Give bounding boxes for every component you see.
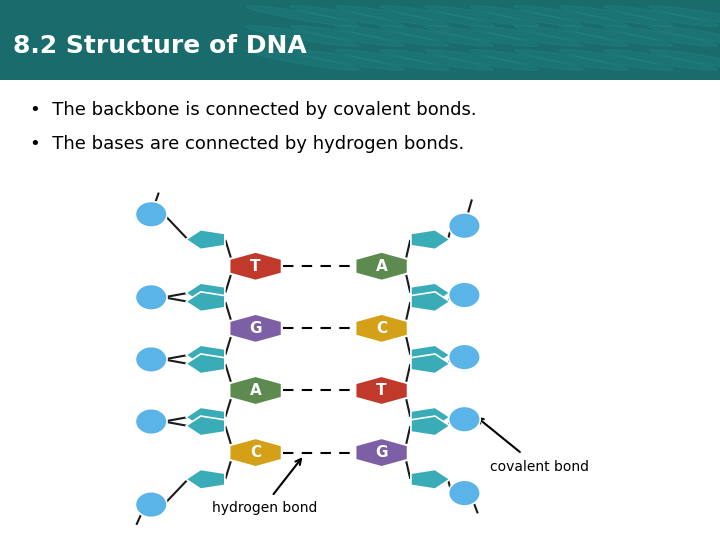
Polygon shape bbox=[411, 292, 450, 312]
Ellipse shape bbox=[604, 50, 717, 70]
Ellipse shape bbox=[336, 5, 449, 26]
Polygon shape bbox=[230, 252, 282, 281]
Text: 8.2 Structure of DNA: 8.2 Structure of DNA bbox=[13, 35, 307, 58]
Ellipse shape bbox=[515, 5, 628, 26]
Ellipse shape bbox=[469, 50, 583, 70]
Text: C: C bbox=[376, 321, 387, 336]
Ellipse shape bbox=[291, 5, 404, 26]
Ellipse shape bbox=[246, 5, 359, 26]
Ellipse shape bbox=[336, 25, 449, 46]
Text: covalent bond: covalent bond bbox=[490, 460, 590, 474]
Polygon shape bbox=[356, 376, 408, 405]
Polygon shape bbox=[186, 345, 225, 365]
Ellipse shape bbox=[649, 50, 720, 70]
Ellipse shape bbox=[559, 50, 672, 70]
Polygon shape bbox=[411, 345, 450, 365]
Text: C: C bbox=[250, 445, 261, 460]
Ellipse shape bbox=[515, 50, 628, 70]
Ellipse shape bbox=[649, 25, 720, 46]
Ellipse shape bbox=[449, 480, 480, 506]
Ellipse shape bbox=[649, 5, 720, 26]
Ellipse shape bbox=[559, 25, 672, 46]
Ellipse shape bbox=[469, 25, 583, 46]
Polygon shape bbox=[411, 354, 450, 374]
Ellipse shape bbox=[135, 409, 167, 434]
Polygon shape bbox=[411, 469, 450, 489]
Ellipse shape bbox=[515, 25, 628, 46]
Polygon shape bbox=[230, 314, 282, 343]
Ellipse shape bbox=[291, 50, 404, 70]
Text: •  The backbone is connected by covalent bonds.: • The backbone is connected by covalent … bbox=[30, 100, 477, 119]
Text: T: T bbox=[377, 383, 387, 398]
Ellipse shape bbox=[336, 50, 449, 70]
Ellipse shape bbox=[469, 5, 583, 26]
Text: A: A bbox=[376, 259, 387, 274]
Polygon shape bbox=[186, 469, 225, 489]
Polygon shape bbox=[411, 230, 450, 249]
Ellipse shape bbox=[380, 5, 493, 26]
Text: T: T bbox=[251, 259, 261, 274]
Ellipse shape bbox=[135, 201, 167, 227]
Polygon shape bbox=[186, 416, 225, 436]
Polygon shape bbox=[411, 416, 450, 436]
Ellipse shape bbox=[135, 492, 167, 517]
Text: hydrogen bond: hydrogen bond bbox=[212, 501, 318, 515]
Polygon shape bbox=[186, 407, 225, 427]
Ellipse shape bbox=[604, 5, 717, 26]
Ellipse shape bbox=[559, 5, 672, 26]
Text: •  The bases are connected by hydrogen bonds.: • The bases are connected by hydrogen bo… bbox=[30, 135, 464, 153]
Polygon shape bbox=[356, 314, 408, 343]
Ellipse shape bbox=[449, 282, 480, 308]
Text: G: G bbox=[375, 445, 388, 460]
Polygon shape bbox=[411, 283, 450, 303]
Ellipse shape bbox=[380, 25, 493, 46]
Polygon shape bbox=[186, 283, 225, 303]
Ellipse shape bbox=[380, 50, 493, 70]
Polygon shape bbox=[186, 354, 225, 374]
Polygon shape bbox=[356, 438, 408, 467]
Ellipse shape bbox=[449, 213, 480, 239]
Polygon shape bbox=[230, 438, 282, 467]
Ellipse shape bbox=[135, 347, 167, 372]
Ellipse shape bbox=[425, 25, 539, 46]
Polygon shape bbox=[230, 376, 282, 405]
Polygon shape bbox=[411, 407, 450, 427]
Ellipse shape bbox=[246, 50, 359, 70]
Polygon shape bbox=[186, 292, 225, 312]
Ellipse shape bbox=[425, 50, 539, 70]
Polygon shape bbox=[186, 230, 225, 249]
Ellipse shape bbox=[246, 25, 359, 46]
Text: G: G bbox=[249, 321, 262, 336]
Ellipse shape bbox=[291, 25, 404, 46]
Ellipse shape bbox=[449, 406, 480, 432]
Text: A: A bbox=[250, 383, 261, 398]
Ellipse shape bbox=[135, 285, 167, 310]
Ellipse shape bbox=[604, 25, 717, 46]
Ellipse shape bbox=[425, 5, 539, 26]
Polygon shape bbox=[356, 252, 408, 281]
Ellipse shape bbox=[449, 344, 480, 370]
